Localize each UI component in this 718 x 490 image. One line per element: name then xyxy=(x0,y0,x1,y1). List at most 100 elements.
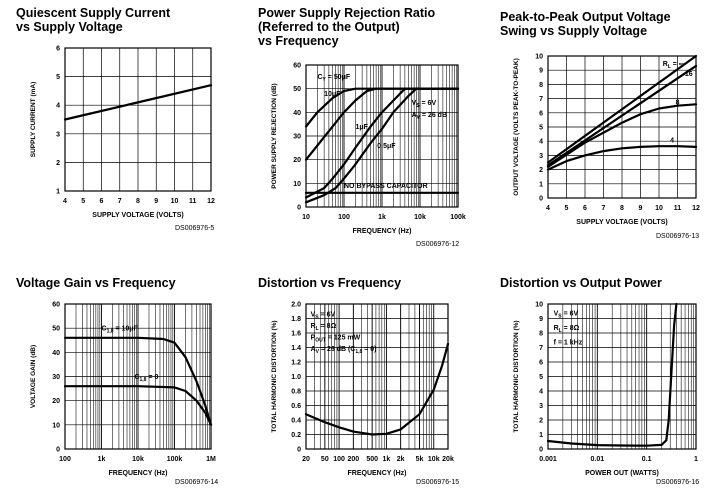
chart-3-y-tick-label: 7 xyxy=(539,96,543,103)
chart-1-x-tick-label: 6 xyxy=(100,198,104,205)
chart-5-plot-frame xyxy=(305,303,449,450)
chart-3-annotation: 8 xyxy=(676,99,680,106)
chart-5-annotation: RL = 8Ω xyxy=(311,323,337,332)
chart-2-series-line xyxy=(304,87,460,199)
chart-4-series-line xyxy=(63,385,213,426)
chart-2-y-tick-label: 20 xyxy=(293,157,301,164)
chart-2-y-tick-label: 40 xyxy=(293,110,301,117)
chart-6-y-tick-label: 2 xyxy=(539,418,543,425)
chart-3-x-tick-label: 10 xyxy=(655,205,663,212)
chart-5-annotation: AV = 26 dB (C1,8 = 0) xyxy=(311,346,377,355)
chart-3-y-tick-label: 5 xyxy=(539,125,543,132)
chart-2-y-tick-label: 0 xyxy=(297,205,301,212)
chart-2-x-tick-label: 100k xyxy=(450,214,466,221)
chart-6-x-tick-label: 1 xyxy=(694,456,698,463)
chart-4-x-tick-label: 10k xyxy=(132,456,144,463)
chart-2-y-tick-label: 60 xyxy=(293,63,301,70)
chart-5-y-tick-label: 1.0 xyxy=(291,374,301,381)
chart-5-x-tick-label: 20 xyxy=(302,456,310,463)
chart-4-annotation: C1,8 = 10μF xyxy=(102,326,139,335)
chart-2-series-line xyxy=(304,87,460,204)
chart-5-x-axis-label: FREQUENCY (Hz) xyxy=(348,470,407,477)
chart-6-y-tick-label: 9 xyxy=(539,316,543,323)
chart-3-y-axis-label: OUTPUT VOLTAGE (VOLTS PEAK-TO-PEAK) xyxy=(513,58,520,195)
chart-1-x-tick-label: 10 xyxy=(171,198,179,205)
chart-3-series-line xyxy=(546,103,698,168)
chart-6-y-tick-label: 5 xyxy=(539,374,543,381)
chart-2-annotation: 10μF xyxy=(324,91,341,98)
chart-5-x-tick-label: 5k xyxy=(416,456,424,463)
chart-5-x-tick-label: 10k xyxy=(428,456,440,463)
chart-4-y-tick-label: 30 xyxy=(52,374,60,381)
chart-5-y-axis-label: TOTAL HARMONIC DISTORTION (%) xyxy=(271,320,278,432)
chart-6-y-axis-label: TOTAL HARMONIC DISTORTION (%) xyxy=(513,320,520,432)
chart-4-y-tick-label: 10 xyxy=(52,422,60,429)
chart-3-figure-id: DS006976-13 xyxy=(656,233,700,240)
chart-1-y-tick-label: 2 xyxy=(56,160,60,167)
chart-1-y-axis-label: SUPPLY CURRENT (mA) xyxy=(30,82,37,157)
chart-6-y-tick-label: 7 xyxy=(539,345,543,352)
chart-3-x-tick-label: 4 xyxy=(546,205,550,212)
chart-5-y-tick-label: 1.4 xyxy=(291,345,301,352)
chart-3-x-tick-label: 11 xyxy=(674,205,682,212)
chart-3-x-tick-label: 7 xyxy=(602,205,606,212)
chart-3-x-tick-label: 9 xyxy=(639,205,643,212)
chart-3-x-tick-label: 5 xyxy=(565,205,569,212)
chart-2-x-axis-label: FREQUENCY (Hz) xyxy=(353,228,412,235)
chart-5-x-tick-label: 100 xyxy=(333,456,345,463)
chart-6-annotation: RL = 8Ω xyxy=(554,325,580,334)
chart-5-y-tick-label: 1.6 xyxy=(291,331,301,338)
chart-1-x-tick-label: 12 xyxy=(207,198,215,205)
chart-1-figure-id: DS006976-5 xyxy=(175,225,215,232)
chart-4-x-tick-label: 1M xyxy=(206,456,216,463)
chart-5-series-line xyxy=(304,342,450,436)
chart-1-x-axis-label: SUPPLY VOLTAGE (VOLTS) xyxy=(92,212,183,219)
chart-2-annotation: AV = 26 dB xyxy=(412,112,447,121)
chart-6-y-tick-label: 3 xyxy=(539,403,543,410)
chart-1-title: Quiescent Supply Current vs Supply Volta… xyxy=(16,6,171,34)
chart-5-title: Distortion vs Frequency xyxy=(258,276,402,290)
chart-3-x-tick-label: 6 xyxy=(583,205,587,212)
chart-2-y-tick-label: 10 xyxy=(293,181,301,188)
chart-6-y-tick-label: 8 xyxy=(539,331,543,338)
chart-5-x-tick-label: 500 xyxy=(366,456,378,463)
chart-4-y-tick-label: 60 xyxy=(52,302,60,309)
chart-2-annotation: NO BYPASS CAPACITOR xyxy=(344,183,428,190)
chart-1-series-line xyxy=(63,84,213,121)
chart-5-x-tick-label: 20k xyxy=(442,456,454,463)
chart-2-x-tick-label: 10 xyxy=(302,214,310,221)
chart-4-annotation: C1,8 = 0 xyxy=(134,374,158,383)
chart-5-y-tick-label: 0.8 xyxy=(291,389,301,396)
chart-4: 100 1k 10k 100k 1M 0 10 20 30 40 50 60 FREQUENCY (Hz… xyxy=(30,302,216,478)
chart-4-y-tick-label: 40 xyxy=(52,350,60,357)
chart-2-annotation: 1μF xyxy=(355,124,368,131)
chart-5-y-tick-label: 0.4 xyxy=(291,418,301,425)
chart-2-x-tick-label: 10k xyxy=(414,214,426,221)
chart-3-y-tick-label: 8 xyxy=(539,82,543,89)
chart-6-x-axis-label: POWER OUT (WATTS) xyxy=(585,470,659,477)
chart-3-y-tick-label: 10 xyxy=(535,54,543,61)
chart-2-annotation: CY = 50μF xyxy=(317,74,350,83)
chart-2-y-axis-label: POWER SUPPLY REJECTION (dB) xyxy=(271,83,278,188)
chart-5-x-tick-label: 2k xyxy=(397,456,405,463)
chart-5-x-tick-label: 200 xyxy=(347,456,359,463)
chart-4-x-tick-label: 1k xyxy=(98,456,106,463)
chart-5-figure-id: DS006976-15 xyxy=(416,479,460,486)
chart-6-x-tick-label: 0.001 xyxy=(539,456,557,463)
chart-3-title: Peak-to-Peak Output Voltage Swing vs Sup… xyxy=(500,10,671,38)
chart-3-annotation: 16 xyxy=(685,71,693,78)
chart-5-y-tick-label: 1.8 xyxy=(291,316,301,323)
chart-5-y-tick-label: 0 xyxy=(297,447,301,454)
chart-1-y-tick-label: 6 xyxy=(56,46,60,53)
chart-5: 20 50 100 200 500 1k 2k 5k 10k 20k 0 0.2 0.4 0.6 0.8 1.… xyxy=(271,302,454,478)
chart-4-figure-id: DS006976-14 xyxy=(175,479,219,486)
chart-6-x-tick-label: 0.01 xyxy=(591,456,605,463)
chart-2-title: Power Supply Rejection Ratio (Referred t… xyxy=(258,6,436,48)
chart-3-series-line xyxy=(546,64,698,167)
chart-3-y-tick-label: 9 xyxy=(539,68,543,75)
chart-1-y-tick-label: 1 xyxy=(56,189,60,196)
chart-4-series-line xyxy=(63,336,213,426)
chart-6-annotation: f = 1 kHz xyxy=(554,340,583,347)
chart-2-series-line xyxy=(304,87,460,161)
